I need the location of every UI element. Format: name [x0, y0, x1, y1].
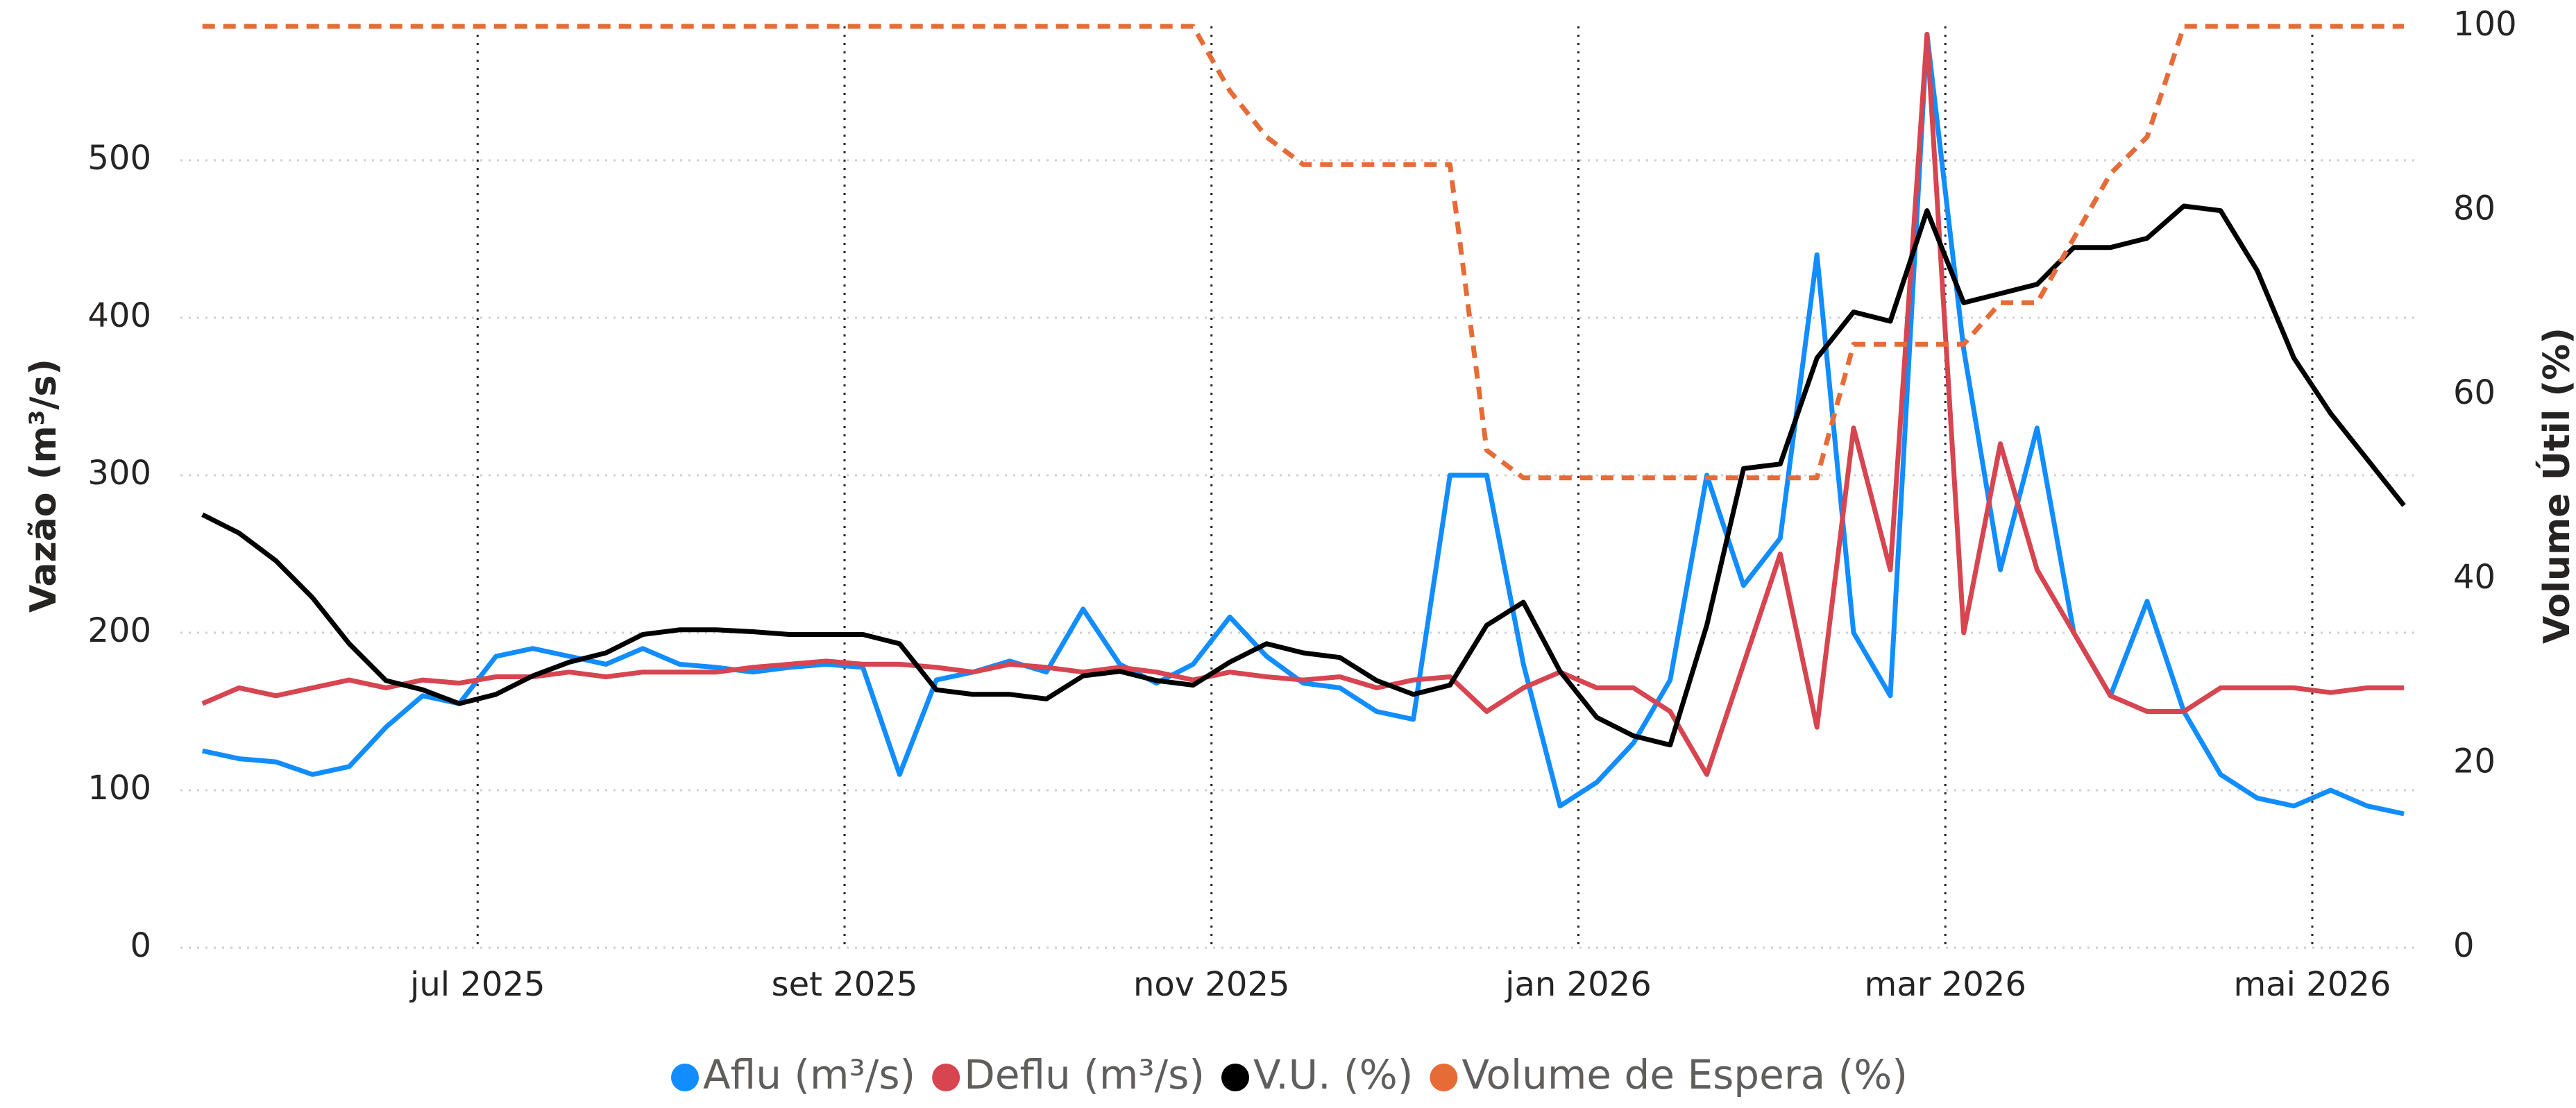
legend-marker — [670, 1064, 699, 1091]
y2-axis-title: Volume Útil (%) — [2535, 327, 2576, 644]
y2-tick-label: 0 — [2453, 926, 2475, 965]
x-tick-label: mar 2026 — [1865, 965, 2026, 1004]
series-line — [201, 31, 2405, 777]
y2-tick-label: 20 — [2453, 742, 2496, 781]
y-tick-label: 200 — [87, 611, 151, 650]
y-tick-label: 100 — [87, 769, 151, 808]
legend-label: Deflu (m³/s) — [964, 1051, 1205, 1098]
y2-tick-label: 60 — [2453, 373, 2496, 412]
y2-tick-label: 40 — [2453, 558, 2496, 597]
x-tick-label: jul 2025 — [409, 965, 545, 1004]
y2-tick-label: 100 — [2453, 5, 2517, 44]
y-tick-label: 500 — [87, 139, 151, 178]
legend-label: Aflu (m³/s) — [703, 1051, 915, 1098]
y-tick-label: 0 — [130, 926, 151, 965]
series-line — [201, 203, 2406, 748]
x-tick-label: jan 2026 — [1505, 965, 1652, 1004]
legend-marker — [1430, 1064, 1458, 1091]
series-line — [201, 31, 2405, 817]
x-tick-label: nov 2025 — [1133, 965, 1290, 1004]
legend-marker — [1221, 1064, 1250, 1091]
series-line — [202, 24, 2405, 481]
y-axis-title: Vazão (m³/s) — [23, 359, 65, 613]
y2-tick-label: 80 — [2453, 189, 2496, 228]
legend-label: V.U. (%) — [1253, 1051, 1413, 1098]
x-tick-label: set 2025 — [772, 965, 918, 1004]
y-tick-label: 300 — [87, 454, 151, 493]
legend-marker — [932, 1064, 960, 1091]
x-tick-label: mai 2026 — [2233, 965, 2391, 1004]
y-tick-label: 400 — [87, 296, 151, 335]
legend: Aflu (m³/s) Deflu (m³/s) V.U. (%) Volume de… — [670, 1051, 1908, 1098]
legend-label: Volume de Espera (%) — [1461, 1051, 1908, 1098]
